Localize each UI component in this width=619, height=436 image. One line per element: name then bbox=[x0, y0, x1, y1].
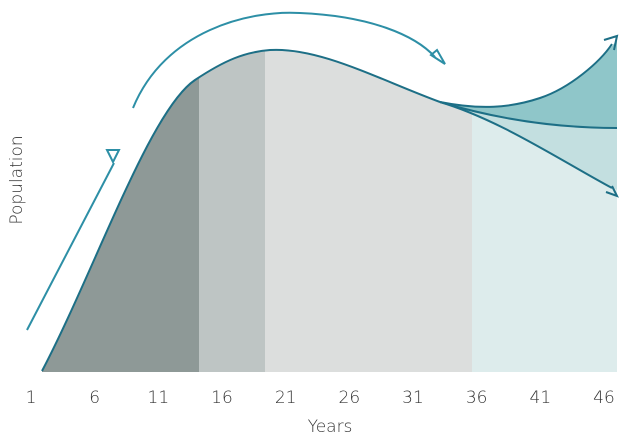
peak-arrow bbox=[132, 11, 436, 109]
stable-curve bbox=[439, 101, 618, 129]
y-axis-title: Population bbox=[7, 135, 27, 224]
x-tick-label: 6 bbox=[89, 388, 100, 408]
decline-curve bbox=[439, 101, 613, 189]
phase-band-3 bbox=[265, 49, 472, 372]
phase-band-2 bbox=[199, 49, 265, 372]
x-tick-label: 1 bbox=[26, 388, 37, 408]
peak-arrowhead bbox=[429, 48, 446, 65]
rising-arrow bbox=[26, 162, 115, 331]
phase-band-1 bbox=[42, 49, 199, 372]
growth-curve bbox=[439, 43, 613, 108]
x-tick-label: 16 bbox=[211, 388, 233, 408]
rising-arrowhead bbox=[105, 149, 121, 165]
decline-arrowhead bbox=[605, 185, 619, 198]
x-axis-title: Years bbox=[308, 417, 353, 436]
x-tick-label: 31 bbox=[402, 388, 424, 408]
x-tick-label: 26 bbox=[339, 388, 361, 408]
stable-scenario-area bbox=[440, 102, 617, 190]
x-tick-label: 21 bbox=[275, 388, 297, 408]
x-axis-ticks: 1 6 11 16 21 26 31 36 41 46 bbox=[26, 388, 615, 408]
x-tick-label: 41 bbox=[530, 388, 552, 408]
x-tick-label: 36 bbox=[466, 388, 488, 408]
phase-band-4 bbox=[472, 49, 617, 372]
growth-scenario-area bbox=[440, 40, 617, 128]
growth-arrowhead bbox=[603, 34, 619, 51]
x-tick-label: 46 bbox=[593, 388, 615, 408]
x-tick-label: 11 bbox=[148, 388, 170, 408]
population-curve bbox=[41, 48, 441, 372]
